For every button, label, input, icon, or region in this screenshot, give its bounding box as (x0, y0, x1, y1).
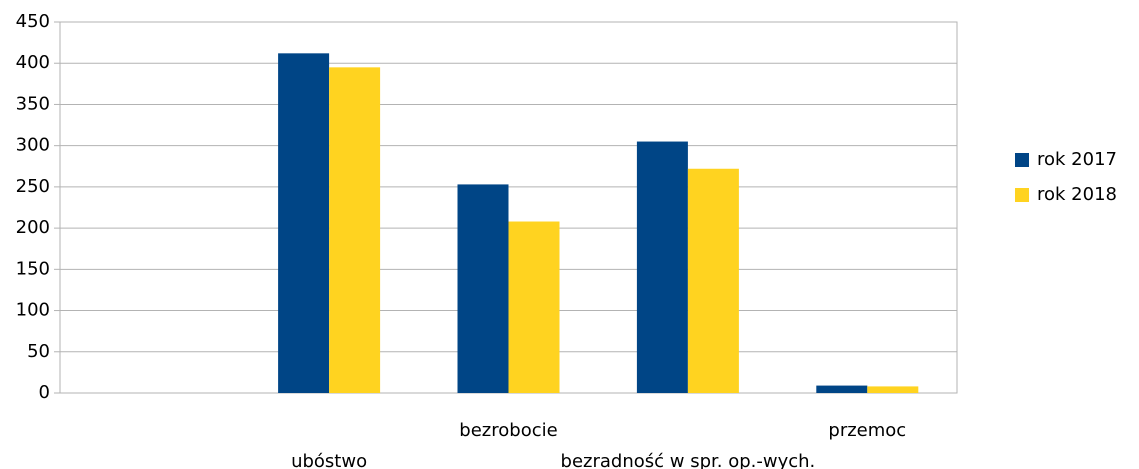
bar (508, 221, 560, 393)
legend-label: rok 2018 (1037, 184, 1117, 205)
bar (329, 67, 381, 393)
legend-swatch (1015, 188, 1029, 202)
y-tick-label: 100 (16, 300, 50, 321)
y-tick-label: 200 (16, 217, 50, 238)
x-tick-label: bezrobocie (459, 420, 557, 441)
y-tick-label: 350 (16, 93, 50, 114)
x-tick-label: bezradność w spr. op.-wych. (561, 451, 816, 469)
bar (636, 141, 688, 393)
y-tick-label: 150 (16, 258, 50, 279)
legend-label: rok 2017 (1037, 149, 1117, 170)
y-tick-label: 0 (39, 382, 50, 403)
y-tick-label: 300 (16, 135, 50, 156)
x-tick-label: przemoc (828, 420, 906, 441)
y-tick-label: 50 (27, 341, 50, 362)
bar (278, 53, 330, 393)
bar (457, 184, 509, 393)
bar (867, 386, 919, 393)
y-tick-label: 250 (16, 176, 50, 197)
bar (816, 385, 868, 393)
y-tick-label: 400 (16, 52, 50, 73)
bar (687, 168, 739, 393)
y-tick-label: 450 (16, 11, 50, 32)
legend-swatch (1015, 153, 1029, 167)
x-tick-label: ubóstwo (291, 451, 367, 469)
